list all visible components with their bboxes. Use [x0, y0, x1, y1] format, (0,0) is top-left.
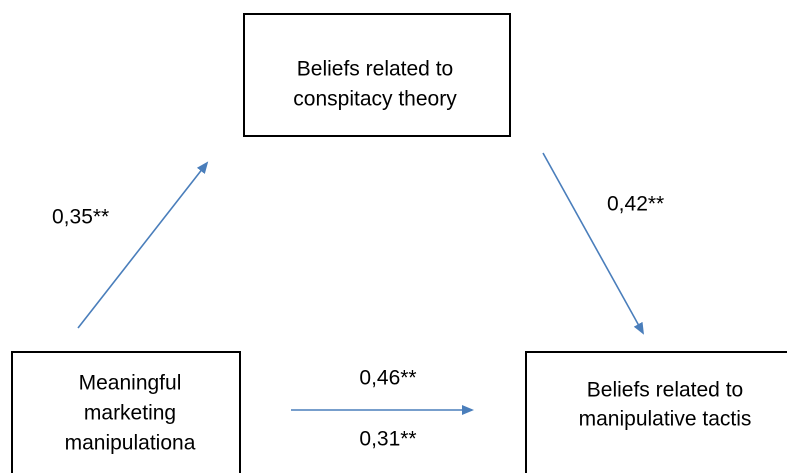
arrow	[77, 161, 209, 329]
arrow	[542, 152, 644, 335]
edge-label: 0,35**	[52, 206, 109, 229]
node-label: manipulative tactis	[579, 408, 752, 431]
node-label: conspitacy theory	[293, 88, 457, 111]
node-label: manipulationa	[65, 432, 196, 455]
node-box	[243, 13, 511, 137]
node-label: Meaningful	[79, 372, 182, 395]
edge-label: 0,46**	[359, 367, 416, 390]
node-label: Beliefs related to	[297, 58, 453, 81]
node-label: Beliefs related to	[587, 379, 743, 402]
edge-label: 0,31**	[359, 428, 416, 451]
node-box	[11, 351, 241, 473]
node-box	[525, 351, 787, 473]
node-label: marketing	[84, 402, 176, 425]
edge-label: 0,42**	[607, 193, 664, 216]
